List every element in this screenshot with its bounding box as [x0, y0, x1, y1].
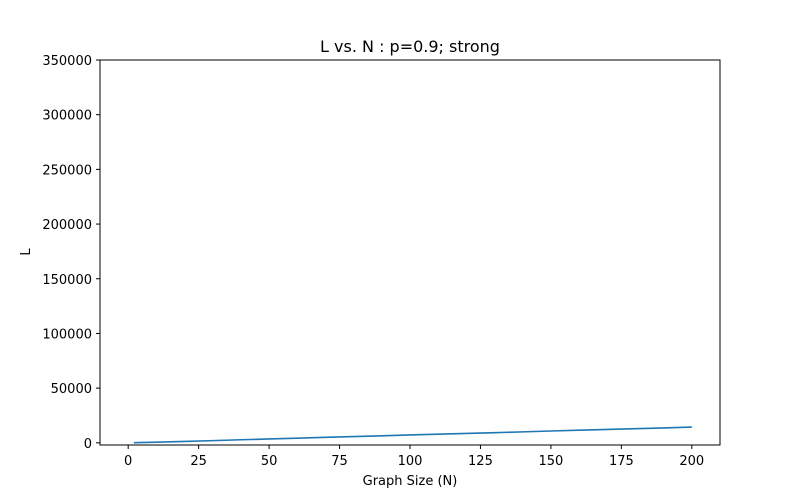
- x-tick-label: 75: [331, 454, 348, 469]
- x-tick-label: 0: [124, 454, 132, 469]
- x-axis-ticks: 0 25 50 75 100 125 150 175 200: [124, 445, 704, 469]
- y-tick-label: 100000: [42, 327, 92, 342]
- y-tick-label: 350000: [42, 54, 92, 69]
- y-tick-label: 0: [84, 437, 92, 452]
- x-tick-label: 25: [190, 454, 207, 469]
- y-tick-label: 250000: [42, 163, 92, 178]
- plot-frame: [99, 59, 721, 446]
- y-axis-label: L: [19, 248, 34, 256]
- y-tick-label: 150000: [42, 273, 92, 288]
- x-tick-label: 100: [398, 454, 423, 469]
- x-tick-label: 50: [261, 454, 278, 469]
- chart-title: L vs. N : p=0.9; strong: [320, 37, 500, 56]
- y-tick-label: 50000: [51, 382, 92, 397]
- y-axis-ticks: 0 50000 100000 150000 200000 250000 300000 3500…: [42, 54, 100, 452]
- plot-area: [133, 426, 692, 444]
- x-axis-label: Graph Size (N): [363, 474, 458, 489]
- x-tick-label: 150: [538, 454, 563, 469]
- y-tick-label: 300000: [42, 109, 92, 124]
- x-tick-label: 175: [609, 454, 634, 469]
- series-line-0: [133, 426, 692, 444]
- x-tick-label: 200: [679, 454, 704, 469]
- x-tick-label: 125: [468, 454, 493, 469]
- y-tick-label: 200000: [42, 218, 92, 233]
